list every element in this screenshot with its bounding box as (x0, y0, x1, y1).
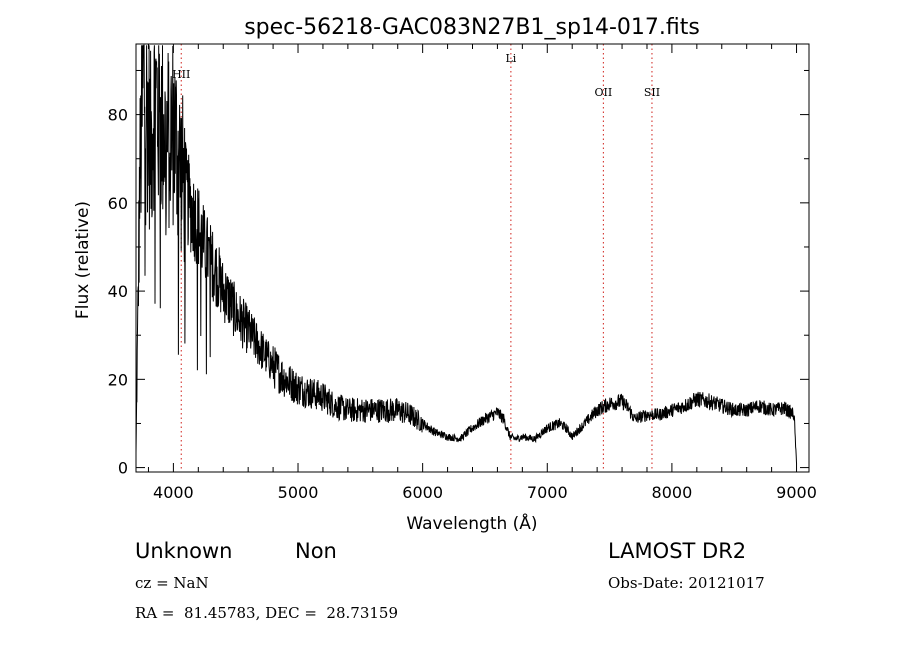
object-class: Unknown (135, 539, 233, 563)
y-tick-label: 80 (108, 106, 128, 125)
x-tick-label: 7000 (527, 483, 568, 502)
flux-series (135, 44, 797, 464)
object-subclass: Non (295, 539, 337, 563)
y-tick-label: 40 (108, 282, 128, 301)
x-tick-label: 5000 (278, 483, 319, 502)
y-tick-label: 20 (108, 370, 128, 389)
x-tick-label: 9000 (776, 483, 817, 502)
axis-ticks: 4000 5000 6000 7000 8000 9000 0 20 40 60 80 (108, 44, 817, 502)
flux-line (135, 44, 797, 464)
spectral-line-label: SII (644, 86, 660, 99)
x-tick-label: 4000 (153, 483, 194, 502)
y-tick-label: 0 (118, 459, 128, 478)
y-axis-label: Flux (relative) (73, 201, 93, 319)
redshift-value: cz = NaN (135, 574, 209, 592)
sky-coordinates: RA = 81.45783, DEC = 28.73159 (135, 604, 399, 622)
observation-date: Obs-Date: 20121017 (608, 574, 765, 592)
spectral-line-label: HII (172, 68, 190, 81)
plot-frame (135, 43, 810, 473)
x-tick-label: 8000 (652, 483, 693, 502)
spectral-line-label: Li (505, 52, 516, 65)
spectral-line-label: OII (595, 86, 613, 99)
x-axis-label: Wavelength (Å) (406, 512, 537, 534)
chart-title: spec-56218-GAC083N27B1_sp14-017.fits (244, 15, 700, 40)
x-tick-label: 6000 (402, 483, 443, 502)
survey-name: LAMOST DR2 (608, 539, 747, 563)
y-tick-label: 60 (108, 194, 128, 213)
spectral-line-markers: HII Li OII SII (172, 44, 660, 472)
